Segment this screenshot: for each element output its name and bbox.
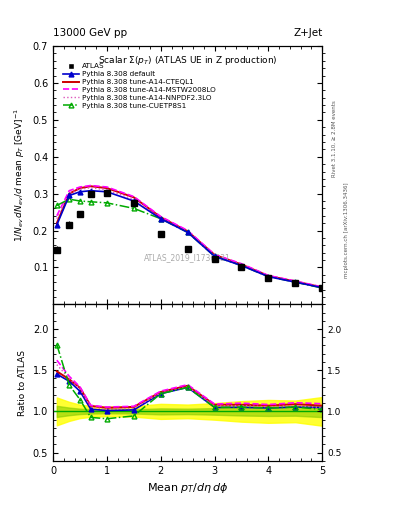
Pythia 8.308 tune-CUETP8S1: [158, 216, 163, 222]
Pythia 8.308 default: [266, 273, 271, 280]
Text: mcplots.cern.ch [arXiv:1306.3436]: mcplots.cern.ch [arXiv:1306.3436]: [344, 183, 349, 278]
Pythia 8.308 tune-CUETP8S1: [239, 263, 244, 269]
Pythia 8.308 tune-CUETP8S1: [78, 198, 83, 204]
Pythia 8.308 tune-A14-MSTW2008LO: [78, 184, 83, 190]
Pythia 8.308 tune-A14-NNPDF2.3LO: [105, 187, 109, 193]
Pythia 8.308 tune-A14-CTEQL1: [320, 284, 325, 290]
Pythia 8.308 tune-A14-NNPDF2.3LO: [185, 229, 190, 235]
Pythia 8.308 default: [239, 263, 244, 269]
Pythia 8.308 default: [185, 229, 190, 236]
Pythia 8.308 tune-CUETP8S1: [320, 285, 325, 291]
Pythia 8.308 tune-A14-CTEQL1: [88, 183, 93, 189]
Pythia 8.308 tune-A14-MSTW2008LO: [212, 251, 217, 258]
Line: Pythia 8.308 tune-CUETP8S1: Pythia 8.308 tune-CUETP8S1: [54, 197, 325, 290]
Y-axis label: $1/N_{ev}\,dN_{ev}/d$ mean $p_T\;[\mathrm{GeV}]^{-1}$: $1/N_{ev}\,dN_{ev}/d$ mean $p_T\;[\mathr…: [13, 108, 27, 242]
Pythia 8.308 tune-A14-MSTW2008LO: [67, 187, 72, 194]
Pythia 8.308 tune-A14-CTEQL1: [293, 279, 298, 285]
Pythia 8.308 tune-A14-MSTW2008LO: [293, 278, 298, 284]
Pythia 8.308 tune-A14-MSTW2008LO: [88, 182, 93, 188]
Pythia 8.308 tune-CUETP8S1: [67, 196, 72, 202]
Text: 13000 GeV pp: 13000 GeV pp: [53, 28, 127, 38]
Text: Rivet 3.1.10, ≥ 2.8M events: Rivet 3.1.10, ≥ 2.8M events: [332, 100, 337, 177]
Pythia 8.308 tune-CUETP8S1: [293, 279, 298, 285]
Pythia 8.308 tune-A14-NNPDF2.3LO: [320, 285, 325, 291]
Line: Pythia 8.308 tune-A14-CTEQL1: Pythia 8.308 tune-A14-CTEQL1: [57, 186, 322, 287]
Pythia 8.308 tune-A14-NNPDF2.3LO: [212, 252, 217, 259]
Line: Pythia 8.308 tune-A14-MSTW2008LO: Pythia 8.308 tune-A14-MSTW2008LO: [57, 185, 322, 287]
Pythia 8.308 default: [105, 189, 109, 195]
Pythia 8.308 tune-A14-CTEQL1: [67, 190, 72, 197]
Pythia 8.308 tune-A14-NNPDF2.3LO: [88, 185, 93, 191]
Pythia 8.308 tune-A14-MSTW2008LO: [132, 194, 136, 200]
Pythia 8.308 tune-CUETP8S1: [132, 205, 136, 211]
Pythia 8.308 tune-A14-MSTW2008LO: [266, 272, 271, 279]
Pythia 8.308 tune-A14-NNPDF2.3LO: [158, 215, 163, 221]
Pythia 8.308 tune-A14-CTEQL1: [212, 252, 217, 258]
Pythia 8.308 tune-A14-CTEQL1: [185, 228, 190, 234]
Pythia 8.308 default: [212, 253, 217, 260]
Pythia 8.308 tune-CUETP8S1: [266, 273, 271, 280]
Pythia 8.308 default: [88, 187, 93, 194]
Pythia 8.308 tune-A14-MSTW2008LO: [158, 214, 163, 220]
Pythia 8.308 tune-A14-CTEQL1: [132, 194, 136, 200]
Pythia 8.308 tune-A14-CTEQL1: [78, 185, 83, 191]
Pythia 8.308 tune-A14-CTEQL1: [55, 220, 59, 226]
Pythia 8.308 default: [158, 216, 163, 222]
Pythia 8.308 default: [320, 285, 325, 291]
Pythia 8.308 tune-A14-CTEQL1: [266, 273, 271, 279]
Pythia 8.308 tune-A14-NNPDF2.3LO: [132, 196, 136, 202]
Pythia 8.308 tune-A14-MSTW2008LO: [105, 184, 109, 190]
Pythia 8.308 tune-A14-NNPDF2.3LO: [78, 186, 83, 193]
Pythia 8.308 tune-CUETP8S1: [185, 229, 190, 236]
Line: Pythia 8.308 tune-A14-NNPDF2.3LO: Pythia 8.308 tune-A14-NNPDF2.3LO: [57, 188, 322, 288]
Pythia 8.308 tune-A14-CTEQL1: [105, 185, 109, 191]
Pythia 8.308 tune-CUETP8S1: [88, 199, 93, 205]
Pythia 8.308 default: [132, 198, 136, 204]
Pythia 8.308 tune-A14-NNPDF2.3LO: [266, 273, 271, 280]
Pythia 8.308 tune-CUETP8S1: [212, 253, 217, 260]
Pythia 8.308 default: [67, 193, 72, 199]
Pythia 8.308 tune-A14-MSTW2008LO: [320, 284, 325, 290]
Pythia 8.308 default: [55, 222, 59, 228]
Pythia 8.308 default: [78, 189, 83, 195]
Pythia 8.308 tune-A14-CTEQL1: [239, 262, 244, 268]
Pythia 8.308 tune-CUETP8S1: [55, 202, 59, 208]
Pythia 8.308 tune-A14-NNPDF2.3LO: [239, 262, 244, 268]
Text: ATLAS_2019_I1736531: ATLAS_2019_I1736531: [144, 253, 231, 262]
Pythia 8.308 tune-A14-MSTW2008LO: [55, 212, 59, 219]
Pythia 8.308 tune-A14-NNPDF2.3LO: [67, 190, 72, 196]
Pythia 8.308 default: [293, 279, 298, 285]
Pythia 8.308 tune-A14-NNPDF2.3LO: [293, 279, 298, 285]
Y-axis label: Ratio to ATLAS: Ratio to ATLAS: [18, 350, 27, 416]
Pythia 8.308 tune-A14-MSTW2008LO: [239, 261, 244, 267]
Pythia 8.308 tune-CUETP8S1: [105, 200, 109, 206]
Pythia 8.308 tune-A14-CTEQL1: [158, 214, 163, 220]
Text: Scalar $\Sigma(p_T)$ (ATLAS UE in Z production): Scalar $\Sigma(p_T)$ (ATLAS UE in Z prod…: [98, 54, 277, 67]
Pythia 8.308 tune-A14-MSTW2008LO: [185, 227, 190, 233]
Legend: ATLAS, Pythia 8.308 default, Pythia 8.308 tune-A14-CTEQL1, Pythia 8.308 tune-A14: ATLAS, Pythia 8.308 default, Pythia 8.30…: [60, 60, 218, 112]
Pythia 8.308 tune-A14-NNPDF2.3LO: [55, 216, 59, 222]
Text: Z+Jet: Z+Jet: [293, 28, 322, 38]
Line: Pythia 8.308 default: Pythia 8.308 default: [54, 188, 325, 290]
X-axis label: Mean $p_T/d\eta\,d\phi$: Mean $p_T/d\eta\,d\phi$: [147, 481, 228, 495]
